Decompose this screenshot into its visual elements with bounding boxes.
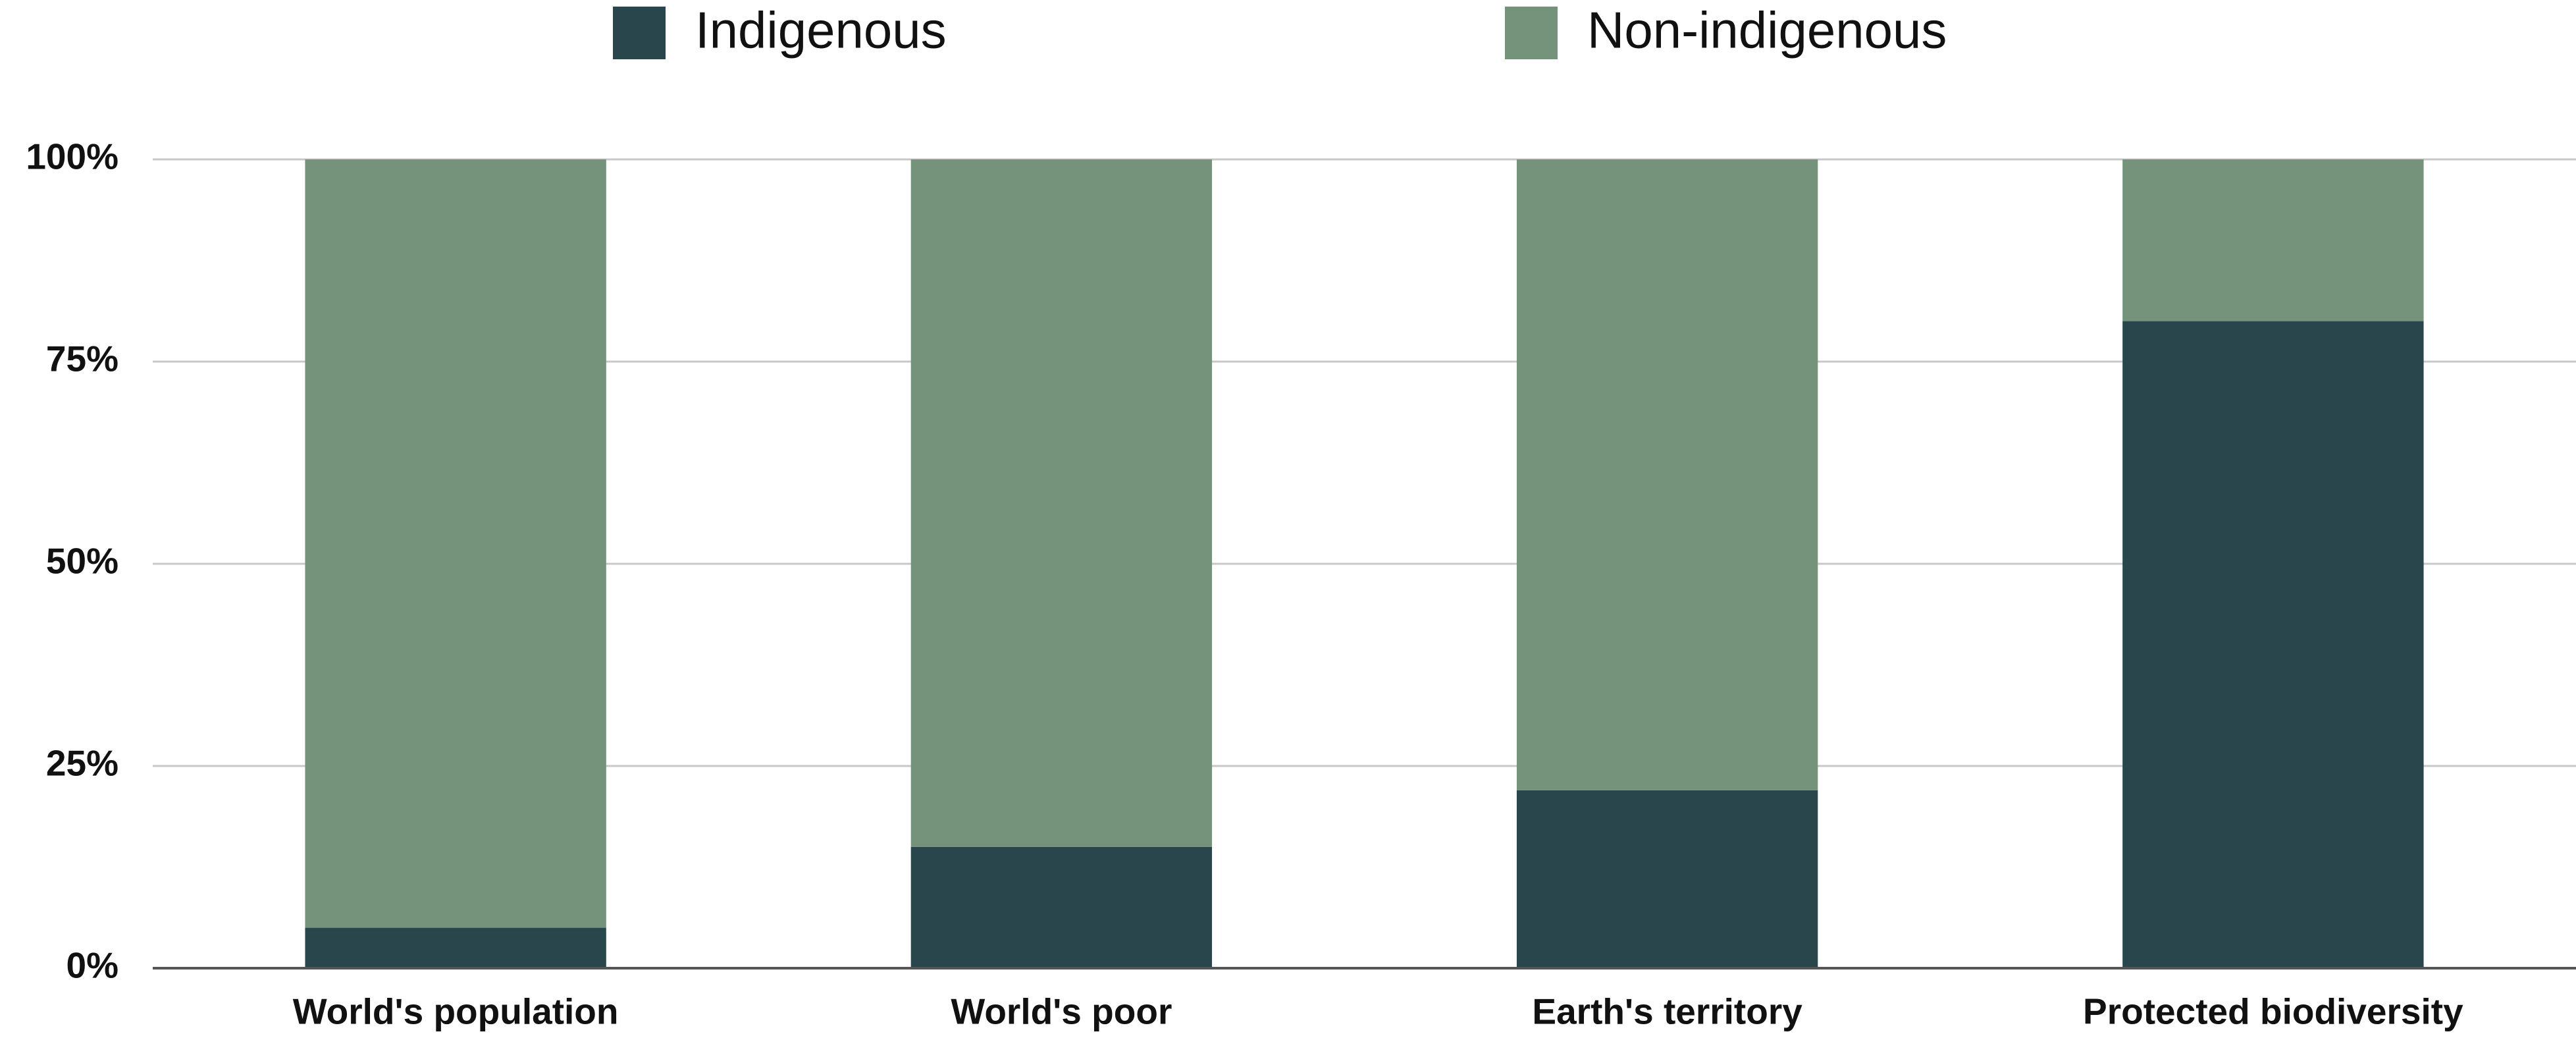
legend-label: Indigenous [695, 1, 947, 59]
y-tick-label: 0% [66, 945, 119, 986]
legend-swatch [1505, 7, 1558, 59]
bar-segment [1516, 159, 1818, 790]
legend-label: Non-indigenous [1587, 1, 1947, 59]
legend-swatch [613, 7, 666, 59]
x-tick-label: World's population [293, 991, 619, 1032]
y-tick-label: 100% [26, 136, 118, 177]
bar-segment [305, 927, 606, 968]
y-tick-label: 50% [46, 541, 118, 582]
y-tick-label: 25% [46, 743, 118, 784]
bar-segment [305, 159, 606, 928]
bar-segment [1516, 790, 1818, 968]
y-tick-label: 75% [46, 339, 118, 379]
x-tick-label: Earth's territory [1532, 991, 1802, 1032]
x-tick-label: World's poor [951, 991, 1172, 1032]
bar-segment [910, 846, 1213, 968]
x-tick-label: Protected biodiversity [2083, 991, 2463, 1032]
bar-segment [910, 159, 1213, 847]
bar-segment [2122, 321, 2424, 969]
bar-segment [2122, 159, 2424, 321]
